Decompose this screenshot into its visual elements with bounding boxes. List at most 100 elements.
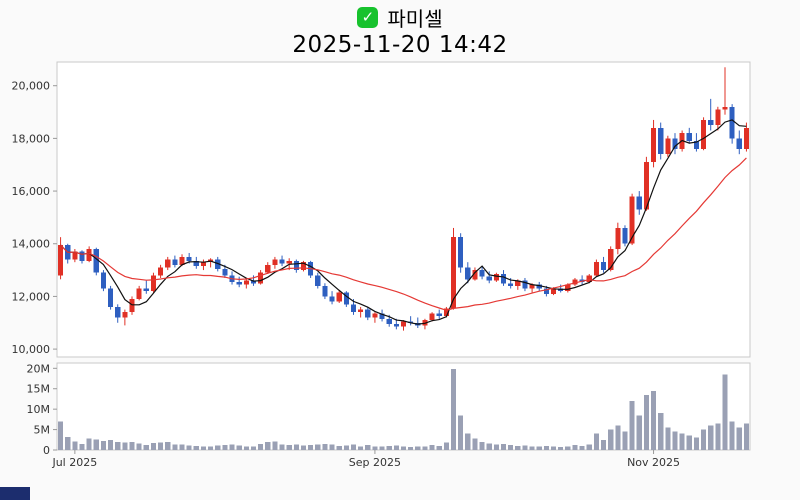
- volume-bar: [465, 433, 471, 450]
- candle-body-up: [472, 270, 478, 280]
- x-axis-label: Nov 2025: [627, 456, 680, 469]
- candle-body-up: [443, 308, 449, 317]
- candle-body-down: [379, 313, 385, 319]
- volume-bar: [429, 445, 435, 450]
- checkbox-icon: ✓: [357, 6, 379, 28]
- candle-body-up: [165, 259, 171, 268]
- volume-axis-label: 5M: [34, 424, 51, 437]
- candle-body-up: [336, 292, 342, 302]
- volume-bar: [543, 445, 549, 450]
- candle-body-down: [465, 267, 471, 280]
- volume-bar: [729, 421, 735, 450]
- volume-bar: [379, 446, 385, 450]
- volume-bar: [615, 425, 621, 450]
- candle-body-down: [693, 141, 699, 149]
- candle-body-up: [722, 106, 728, 110]
- candle-body-up: [450, 237, 457, 309]
- x-axis-label: Sep 2025: [349, 456, 401, 469]
- candle-body-up: [629, 196, 635, 244]
- volume-bar: [743, 423, 749, 450]
- candle-body-up: [179, 256, 185, 265]
- candle-body-up: [743, 127, 749, 149]
- candle-body-down: [343, 292, 349, 305]
- volume-bar: [529, 446, 535, 450]
- volume-bar: [372, 446, 378, 450]
- volume-bar: [179, 444, 185, 450]
- candle-body-down: [486, 276, 492, 281]
- volume-bar: [586, 444, 592, 450]
- volume-bar: [486, 443, 492, 450]
- candle-body-down: [479, 270, 485, 277]
- volume-bar: [715, 423, 721, 450]
- candle-body-down: [293, 260, 299, 271]
- ma-line-5: [60, 119, 747, 325]
- volume-bar: [115, 441, 121, 450]
- candle-body-up: [565, 284, 571, 292]
- volume-bar: [100, 441, 107, 450]
- candle-body-down: [436, 313, 442, 317]
- volume-bar: [79, 443, 85, 450]
- volume-bar: [208, 446, 214, 450]
- volume-bar: [722, 374, 728, 450]
- volume-bar: [193, 445, 199, 450]
- volume-bar: [265, 442, 271, 450]
- candle-body-up: [286, 260, 292, 264]
- volume-bar: [400, 446, 407, 450]
- volume-bar: [650, 390, 657, 450]
- volume-bar: [636, 415, 642, 450]
- candle-body-down: [108, 288, 114, 307]
- volume-bar: [515, 445, 521, 450]
- volume-bar: [443, 442, 449, 450]
- volume-bar: [172, 444, 178, 450]
- candle-body-up: [529, 284, 535, 289]
- candle-body-up: [515, 280, 521, 286]
- candle-body-down: [186, 256, 192, 261]
- ma-line-20: [60, 157, 747, 311]
- volume-bar: [222, 445, 228, 450]
- candle-body-up: [586, 275, 592, 282]
- candle-body-up: [493, 274, 499, 281]
- candle-body-down: [172, 259, 178, 265]
- candle-body-up: [550, 288, 557, 294]
- volume-bar: [165, 442, 171, 450]
- candle-body-down: [79, 251, 85, 261]
- candle-body-down: [365, 309, 371, 318]
- candle-body-down: [508, 283, 514, 286]
- volume-axis-label: 15M: [27, 383, 51, 396]
- volume-bar: [250, 446, 257, 450]
- volume-bar: [436, 445, 442, 450]
- price-axis-label: 10,000: [12, 343, 51, 356]
- volume-bar: [600, 439, 607, 450]
- volume-bar: [365, 445, 371, 450]
- candle-body-up: [86, 249, 92, 261]
- volume-axis-label: 20M: [27, 362, 51, 375]
- volume-bar: [300, 445, 307, 450]
- volume-bar: [450, 369, 457, 450]
- candle-body-down: [115, 306, 121, 318]
- candle-body-up: [200, 262, 207, 267]
- candle-body-down: [658, 127, 664, 155]
- volume-bar: [315, 444, 321, 450]
- candle-body-down: [350, 304, 357, 313]
- volume-bar: [700, 429, 707, 450]
- volume-bar: [200, 446, 207, 450]
- volume-bar: [186, 445, 192, 450]
- candle-body-down: [386, 318, 392, 325]
- volume-bar: [308, 445, 314, 450]
- volume-bar: [93, 439, 99, 450]
- candle-body-up: [643, 162, 649, 210]
- volume-bar: [393, 445, 399, 450]
- candle-body-up: [265, 264, 271, 273]
- volume-bar: [500, 443, 507, 450]
- candle-body-up: [608, 249, 614, 271]
- candle-body-down: [522, 280, 528, 289]
- candle-body-up: [400, 321, 407, 327]
- candle-body-up: [665, 138, 671, 155]
- candle-body-up: [129, 299, 135, 313]
- candle-body-down: [143, 288, 149, 292]
- candle-body-down: [686, 133, 692, 142]
- candle-body-up: [593, 262, 599, 276]
- candle-body-down: [622, 227, 628, 244]
